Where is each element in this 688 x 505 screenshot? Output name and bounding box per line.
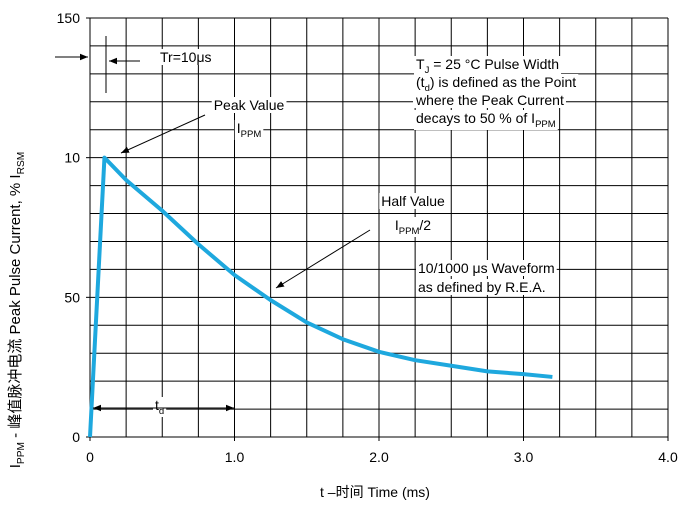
label-background	[211, 97, 287, 113]
annotation-text: Half Value	[381, 193, 445, 209]
text-segment: T	[416, 56, 425, 72]
text-segment: Peak Value	[214, 97, 285, 113]
x-tick-label: 4.0	[658, 449, 678, 465]
text-segment: (t	[416, 74, 425, 90]
grid	[86, 17, 669, 441]
label-background	[414, 56, 562, 76]
annotation: Half Value IPPM/2	[379, 193, 447, 237]
text-segment: = 25 °C Pulse Width	[429, 56, 559, 72]
text-segment: Half Value	[381, 193, 445, 209]
text-segment: I	[395, 217, 399, 233]
text-segment: /2	[419, 217, 431, 233]
label-background	[234, 120, 264, 140]
annotation-layer: Tr=10μs TJ = 25 °C Pulse Width(td) is def…	[153, 49, 579, 417]
text-segment: ) is defined as the Point	[430, 74, 576, 90]
y-tick-label: 50	[64, 289, 80, 305]
series-line	[88, 155, 553, 438]
y-tick-label: 0	[72, 429, 80, 445]
subscript: RSM	[16, 152, 27, 175]
label-background	[392, 217, 434, 237]
annotation-text: IPPM/2	[395, 217, 431, 237]
curve-layer	[88, 155, 553, 438]
annotation: 10/1000 μs Waveform as defined by R.E.A.	[416, 260, 557, 295]
annotation-text: TJ = 25 °C Pulse Width	[416, 56, 559, 76]
text-segment: Tr=10μs	[160, 49, 212, 65]
annotation-text: IPPM	[237, 120, 262, 140]
text-segment: I	[7, 464, 24, 468]
subscript: PPM	[16, 442, 27, 464]
annotation-text: 10/1000 μs Waveform	[418, 260, 555, 276]
arrow	[120, 114, 206, 154]
annotation-text: Peak Value	[214, 97, 285, 113]
subscript: d	[425, 83, 430, 94]
label-background	[158, 49, 214, 65]
annotation-text: decays to 50 % of IPPM	[416, 110, 556, 130]
x-axis-label: t –时间 Time (ms)	[320, 484, 430, 500]
text-segment: as defined by R.E.A.	[418, 279, 546, 295]
subscript: J	[425, 65, 430, 76]
y-tick-label: 150	[57, 10, 81, 26]
text-segment: I	[237, 120, 241, 136]
label-background	[416, 260, 557, 276]
annotation-text: as defined by R.E.A.	[418, 279, 546, 295]
x-tick-label: 2.0	[369, 449, 389, 465]
label-background	[413, 92, 566, 108]
label-background	[416, 279, 548, 295]
subscript: PPM	[535, 119, 556, 130]
y-tick-label: 10	[64, 150, 80, 166]
annotation: td	[153, 397, 167, 417]
x-tick-label: 0	[86, 449, 94, 465]
annotation: Tr=10μs	[158, 49, 214, 65]
annotation-text: (td) is defined as the Point	[416, 74, 576, 94]
text-segment: 10/1000 μs Waveform	[418, 260, 555, 276]
x-tick-label: 1.0	[225, 449, 245, 465]
text-segment: where the Peak Current	[415, 92, 564, 108]
label-background	[414, 74, 579, 94]
annotation-text: Tr=10μs	[160, 49, 212, 65]
text-segment: - 峰值脉冲电流 Peak Pulse Current, % I	[7, 174, 24, 442]
label-background	[379, 193, 447, 209]
annotation: Peak Value IPPM	[211, 97, 287, 140]
subscript: PPM	[399, 226, 420, 237]
subscript: PPM	[241, 129, 262, 140]
x-tick-label: 3.0	[514, 449, 534, 465]
arrow	[275, 229, 371, 289]
text-segment: decays to 50 % of I	[416, 110, 535, 126]
subscript: d	[159, 406, 164, 417]
annotation: TJ = 25 °C Pulse Width(td) is defined as…	[413, 56, 579, 130]
annotation-text: where the Peak Current	[415, 92, 564, 108]
arrows	[55, 36, 371, 412]
y-axis-label: IPPM - 峰值脉冲电流 Peak Pulse Current, % IRSM	[7, 152, 27, 468]
label-background	[414, 110, 558, 130]
